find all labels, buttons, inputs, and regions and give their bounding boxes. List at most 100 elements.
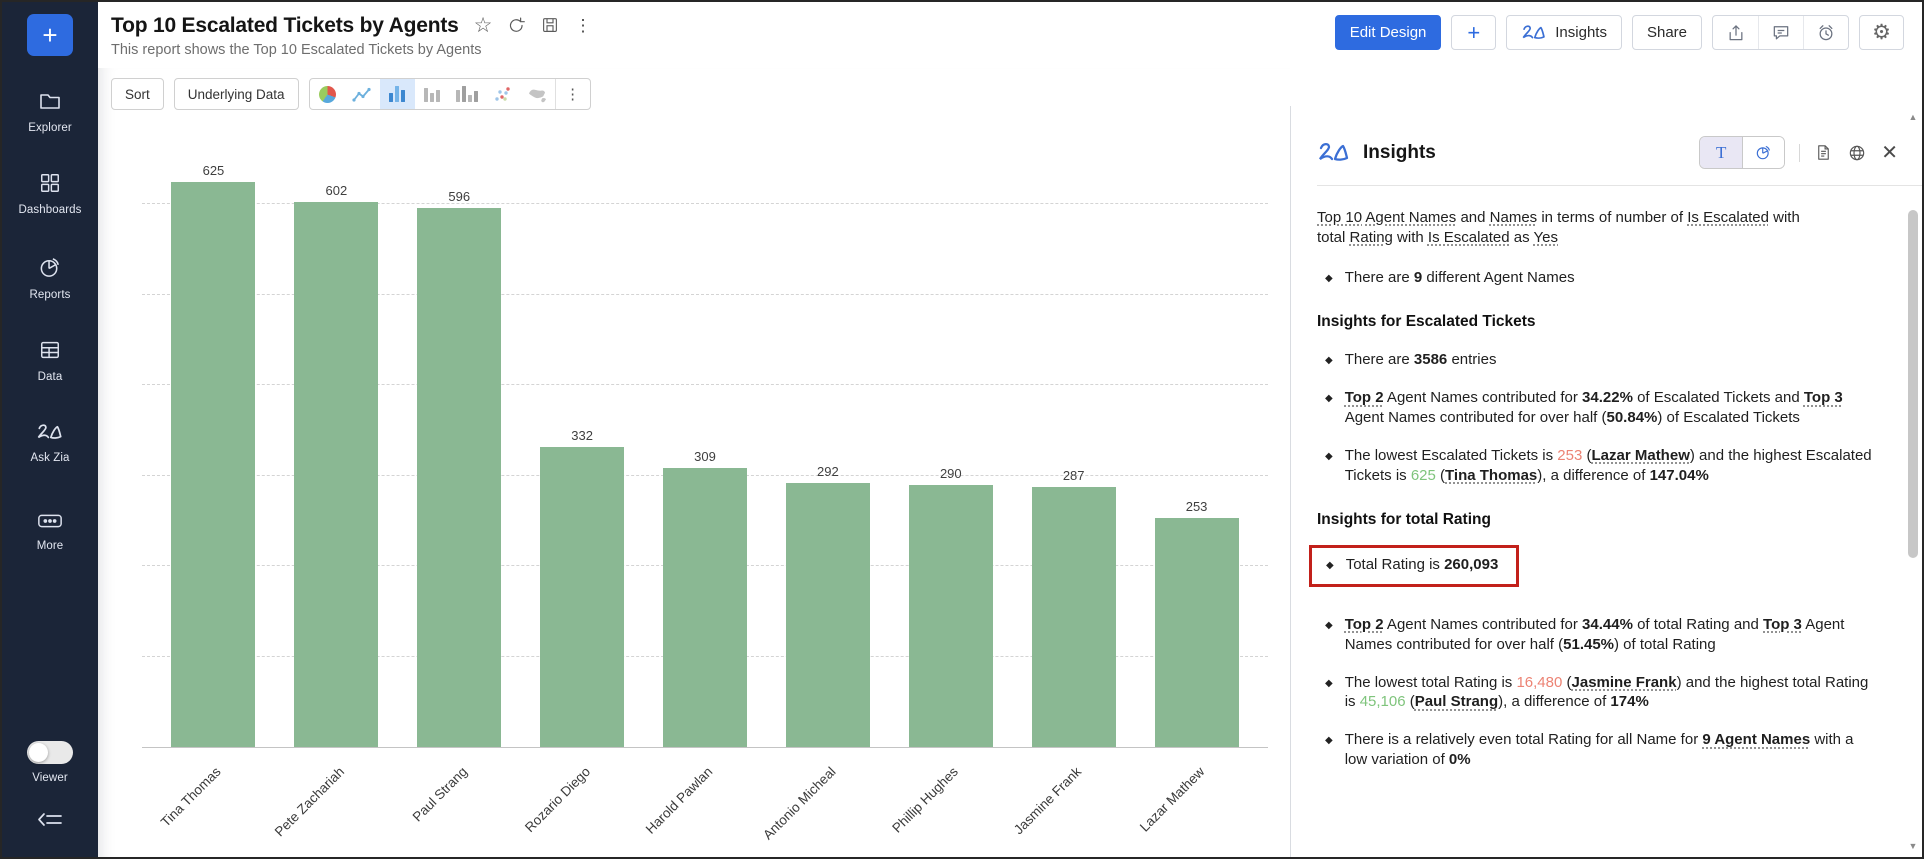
- insights-button-label: Insights: [1555, 24, 1607, 41]
- sidebar-item-reports[interactable]: Reports: [30, 256, 71, 301]
- insights-scrollbar[interactable]: ▲ ▼: [1906, 112, 1920, 851]
- insight-link[interactable]: Rating: [1350, 229, 1393, 246]
- insight-text: as: [1510, 229, 1534, 246]
- bar-chart-alt-icon[interactable]: [415, 79, 450, 109]
- toggle-switch[interactable]: [27, 741, 73, 764]
- insight-link[interactable]: Agent Names: [1365, 209, 1456, 226]
- bar-value-label: 253: [1186, 499, 1208, 514]
- bar-jasmine-frank[interactable]: [1032, 487, 1116, 747]
- share-button[interactable]: Share: [1632, 15, 1702, 50]
- bullet-text: Total Rating is 260,093: [1346, 555, 1499, 575]
- bullet-text: There are 3586 entries: [1345, 350, 1497, 370]
- add-report-button[interactable]: +: [1451, 15, 1496, 50]
- more-ellipsis-icon: [37, 512, 63, 535]
- bullet-text: The lowest Escalated Tickets is 253 (Laz…: [1345, 446, 1876, 486]
- zia-icon: [36, 423, 64, 447]
- sidebar-item-more[interactable]: More: [37, 512, 64, 552]
- bar-tina-thomas[interactable]: [171, 182, 255, 747]
- insight-link[interactable]: Top 3: [1763, 616, 1802, 633]
- x-label-slot: Lazar Mathew: [1135, 748, 1258, 859]
- sidebar-item-explorer[interactable]: Explorer: [28, 90, 72, 134]
- scroll-up-arrow[interactable]: ▲: [1906, 112, 1920, 122]
- grouped-bar-icon[interactable]: [450, 79, 485, 109]
- insight-text: with: [1393, 229, 1428, 246]
- data-table-icon: [38, 339, 62, 366]
- insight-text: Agent Names contributed for: [1384, 616, 1582, 633]
- bar-rozario-diego[interactable]: [540, 447, 624, 747]
- scroll-down-arrow[interactable]: ▼: [1906, 841, 1920, 851]
- viewer-toggle[interactable]: Viewer: [27, 741, 73, 784]
- bar-slot: 290: [889, 150, 1012, 747]
- globe-icon[interactable]: [1847, 143, 1867, 163]
- insight-link[interactable]: Top 3: [1804, 389, 1843, 406]
- bar-lazar-mathew[interactable]: [1155, 518, 1239, 747]
- insights-button[interactable]: Insights: [1506, 15, 1622, 50]
- insight-link[interactable]: Names: [1490, 209, 1538, 226]
- pie-chart-icon[interactable]: [310, 79, 345, 109]
- map-chart-icon[interactable]: [520, 79, 555, 109]
- comment-icon[interactable]: [1758, 16, 1803, 49]
- bar-slot: 253: [1135, 150, 1258, 747]
- bar-antonio-micheal[interactable]: [786, 483, 870, 747]
- divider: [1799, 144, 1800, 162]
- insight-link[interactable]: Is Escalated: [1687, 209, 1769, 226]
- insight-link[interactable]: Jasmine Frank: [1572, 674, 1677, 691]
- sidebar-item-ask-zia[interactable]: Ask Zia: [30, 423, 69, 464]
- bar-chart: 625602596332309292290287253 Tina ThomasP…: [98, 150, 1290, 859]
- x-label-slot: Harold Pawlan: [644, 748, 767, 859]
- line-chart-icon[interactable]: [345, 79, 380, 109]
- text-view-button[interactable]: T: [1700, 137, 1742, 168]
- insight-link[interactable]: Tina Thomas: [1445, 467, 1537, 484]
- bullet-text: Top 2 Agent Names contributed for 34.22%…: [1345, 388, 1876, 428]
- more-options-icon[interactable]: ⋮: [555, 79, 590, 109]
- pie-icon: [1755, 144, 1772, 161]
- sort-button[interactable]: Sort: [111, 78, 164, 110]
- insight-link[interactable]: Top 2: [1345, 389, 1384, 406]
- chart-toolbar: Sort Underlying Data ⋮: [98, 68, 1290, 114]
- collapse-sidebar-icon[interactable]: [37, 810, 63, 835]
- sidebar-nav: Explorer Dashboards Reports Data Ask Zia More: [2, 56, 98, 552]
- bullet-text: There are 9 different Agent Names: [1345, 268, 1575, 288]
- summary-document-icon[interactable]: [1814, 142, 1833, 163]
- x-axis-label: Paul Strang: [409, 764, 469, 824]
- bar-phillip-hughes[interactable]: [909, 485, 993, 747]
- bar-paul-strang[interactable]: [417, 208, 501, 747]
- star-icon[interactable]: ☆: [474, 15, 493, 36]
- sidebar-item-dashboards[interactable]: Dashboards: [18, 172, 81, 216]
- export-icon[interactable]: [1713, 16, 1758, 49]
- sidebar-bottom: Viewer: [2, 741, 98, 857]
- sidebar-item-data[interactable]: Data: [38, 339, 63, 383]
- insight-link[interactable]: Is Escalated: [1428, 229, 1510, 246]
- bar-chart-icon[interactable]: [380, 79, 415, 109]
- underlying-data-button[interactable]: Underlying Data: [174, 78, 299, 110]
- insight-bullet: ◆There are 3586 entries: [1317, 350, 1876, 370]
- reminder-icon[interactable]: [1803, 16, 1848, 49]
- bar-harold-pawlan[interactable]: [663, 468, 747, 748]
- bar-value-label: 309: [694, 449, 716, 464]
- insight-link[interactable]: 9 Agent Names: [1702, 731, 1810, 748]
- add-button[interactable]: +: [27, 14, 73, 56]
- scrollbar-thumb[interactable]: [1908, 210, 1918, 558]
- save-icon[interactable]: [541, 16, 559, 34]
- bullet-diamond-icon: ◆: [1325, 677, 1333, 713]
- insight-text: entries: [1447, 351, 1496, 368]
- bullet-diamond-icon: ◆: [1325, 619, 1333, 655]
- bullet-diamond-icon: ◆: [1325, 392, 1333, 428]
- close-icon[interactable]: ✕: [1881, 143, 1898, 163]
- insight-link[interactable]: Top 2: [1345, 616, 1384, 633]
- page-title: Top 10 Escalated Tickets by Agents: [111, 14, 459, 38]
- insight-link[interactable]: Yes: [1534, 229, 1558, 246]
- edit-design-button[interactable]: Edit Design: [1335, 15, 1442, 50]
- chart-view-button[interactable]: [1742, 137, 1784, 168]
- kebab-icon[interactable]: ⋮: [574, 17, 591, 34]
- refresh-icon[interactable]: [507, 16, 526, 35]
- scatter-plot-icon[interactable]: [485, 79, 520, 109]
- insight-link[interactable]: Top 10: [1317, 209, 1362, 226]
- bar-pete-zachariah[interactable]: [294, 202, 378, 747]
- insight-link[interactable]: Paul Strang: [1415, 693, 1498, 710]
- insight-bullet: ◆There are 9 different Agent Names: [1317, 268, 1876, 288]
- bar-value-label: 292: [817, 464, 839, 479]
- insight-link[interactable]: Lazar Mathew: [1592, 447, 1690, 464]
- gear-icon[interactable]: ⚙: [1859, 15, 1904, 50]
- insight-text: 34.22%: [1582, 389, 1633, 406]
